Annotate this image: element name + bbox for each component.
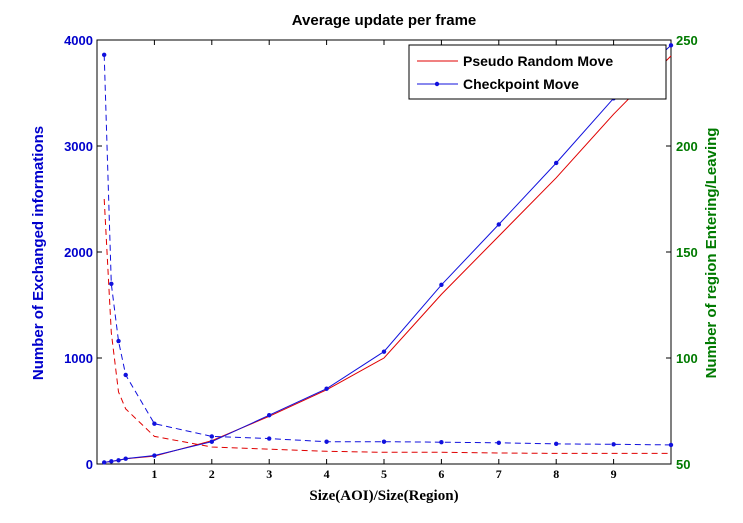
right-tick-label: 50 (676, 457, 690, 472)
left-tick-label: 0 (86, 457, 93, 472)
point-checkpoint-exchanged (496, 222, 501, 227)
point-checkpoint-exchanged (101, 460, 107, 465)
x-tick-label: 5 (381, 467, 387, 481)
point-checkpoint-exchanged (381, 349, 387, 354)
right-y-axis: 50 100 150 200 250 (666, 33, 698, 472)
point-checkpoint-exchanged (324, 386, 329, 391)
legend-label-pseudo: Pseudo Random Move (463, 53, 613, 69)
point-checkpoint-region (324, 439, 329, 444)
x-tick-label: 9 (611, 467, 617, 481)
point-checkpoint-exchanged (439, 282, 444, 288)
left-y-axis: 0 1000 2000 3000 4000 (64, 33, 102, 472)
point-checkpoint-region (109, 281, 114, 286)
right-tick-label: 200 (676, 139, 698, 154)
point-checkpoint-region (101, 52, 107, 58)
point-checkpoint-exchanged (116, 458, 121, 463)
legend-marker-checkpoint (434, 81, 440, 87)
point-checkpoint-region (439, 439, 444, 445)
left-y-axis-label: Number of Exchanged informations (30, 126, 47, 380)
x-tick-label: 7 (496, 467, 502, 481)
point-checkpoint-region (611, 442, 616, 447)
point-checkpoint-region (116, 338, 121, 344)
point-checkpoint-exchanged (152, 453, 157, 458)
point-checkpoint-region (152, 421, 157, 426)
right-tick-label: 100 (676, 351, 698, 366)
legend-label-checkpoint: Checkpoint Move (463, 76, 579, 92)
point-checkpoint-exchanged (109, 459, 114, 464)
point-checkpoint-region (668, 442, 674, 448)
right-y-axis-label: Number of region Entering/Leaving (703, 128, 720, 379)
legend-box (408, 44, 667, 100)
point-checkpoint-region (554, 441, 559, 447)
left-tick-label: 2000 (64, 245, 93, 260)
point-checkpoint-exchanged (554, 160, 559, 166)
x-axis: 1 2 3 4 5 6 7 8 9 (151, 40, 617, 481)
x-tick-label: 2 (209, 467, 215, 481)
x-tick-label: 1 (151, 467, 157, 481)
series-line-checkpoint-region (103, 54, 672, 446)
left-tick-label: 4000 (64, 33, 93, 48)
point-checkpoint-region (209, 434, 214, 439)
x-axis-label: Size(AOI)/Size(Region) (309, 488, 458, 504)
point-checkpoint-exchanged (123, 456, 128, 461)
left-tick-label: 3000 (64, 139, 93, 154)
point-checkpoint-exchanged (209, 439, 214, 444)
point-checkpoint-exchanged (267, 413, 272, 418)
plot-area (96, 39, 672, 465)
x-tick-label: 3 (266, 467, 272, 481)
x-tick-label: 4 (324, 467, 330, 481)
point-checkpoint-region (496, 440, 501, 445)
right-tick-label: 150 (676, 245, 698, 260)
right-tick-label: 250 (676, 33, 698, 48)
left-tick-label: 1000 (64, 351, 93, 366)
point-checkpoint-region (381, 439, 387, 444)
point-checkpoint-region (123, 372, 128, 378)
x-tick-label: 8 (553, 467, 559, 481)
x-tick-label: 6 (438, 467, 444, 481)
chart-title: Average update per frame (292, 12, 477, 29)
series-layer (101, 43, 674, 465)
point-checkpoint-region (267, 436, 272, 441)
legend: Pseudo Random Move Checkpoint Move (408, 44, 667, 100)
series-line-pseudo-region (103, 198, 671, 454)
point-checkpoint-exchanged (668, 43, 674, 48)
